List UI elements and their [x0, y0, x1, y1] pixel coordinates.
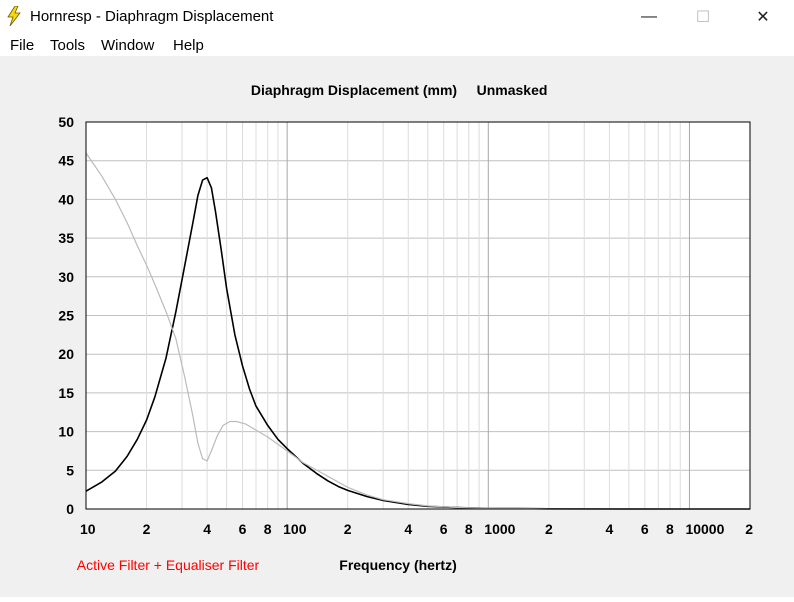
window-title: Hornresp - Diaphragm Displacement: [30, 8, 274, 25]
menu-file[interactable]: File: [10, 37, 35, 54]
plot-border: [85, 121, 751, 510]
x-tick-label: 8: [465, 521, 473, 537]
x-tick-label: 10: [80, 521, 96, 537]
x-tick-label: 4: [203, 521, 211, 537]
y-tick-label: 15: [58, 385, 74, 401]
x-tick-label: 8: [264, 521, 272, 537]
x-tick-label: 4: [606, 521, 614, 537]
y-tick-label: 30: [58, 269, 74, 285]
y-tick-label: 25: [58, 308, 74, 324]
x-tick-label: 6: [239, 521, 247, 537]
title-bar: Hornresp - Diaphragm Displacement — ☐ ✕: [0, 0, 794, 34]
y-tick-label: 50: [58, 114, 74, 130]
y-tick-label: 35: [58, 230, 74, 246]
grid-lines: [86, 122, 750, 509]
x-tick-label: 6: [440, 521, 448, 537]
y-tick-label: 10: [58, 424, 74, 440]
chart-mask-status: Unmasked: [477, 82, 548, 98]
y-tick-label: 40: [58, 191, 74, 207]
x-tick-label: 8: [666, 521, 674, 537]
x-tick-label: 2: [545, 521, 553, 537]
chart-title: Diaphragm Displacement (mm): [251, 82, 457, 98]
x-tick-label: 2: [344, 521, 352, 537]
series-line-secondary: [85, 152, 750, 510]
menu-bar: File Tools Window Help: [0, 34, 794, 56]
x-tick-label: 6: [641, 521, 649, 537]
x-tick-label: 2: [143, 521, 151, 537]
x-tick-label: 1000: [484, 521, 515, 537]
lightning-icon: [7, 6, 21, 26]
menu-help[interactable]: Help: [173, 37, 204, 54]
maximize-button[interactable]: ☐: [695, 9, 711, 26]
x-axis-label: Frequency (hertz): [339, 557, 456, 573]
x-tick-label: 4: [404, 521, 412, 537]
y-tick-label: 45: [58, 153, 74, 169]
menu-window[interactable]: Window: [101, 37, 155, 54]
filter-note: Active Filter + Equaliser Filter: [77, 557, 260, 573]
y-tick-label: 0: [66, 501, 74, 517]
x-tick-label: 10000: [685, 521, 724, 537]
x-tick-label: 100: [283, 521, 307, 537]
x-tick-labels: 10 2 4 6 8 100 2 4 6 8 1000 2 4 6 8 10000 2: [80, 521, 753, 537]
minimize-button[interactable]: —: [641, 8, 657, 25]
plot-window: Diaphragm Displacement (mm) Unmasked 0 5 1…: [0, 56, 794, 597]
menu-tools[interactable]: Tools: [50, 37, 86, 54]
y-tick-label: 20: [58, 346, 74, 362]
close-button[interactable]: ✕: [756, 9, 770, 26]
y-tick-labels: 0 5 10 15 20 25 30 35 40 45 50: [58, 114, 74, 517]
displacement-chart: Diaphragm Displacement (mm) Unmasked 0 5 1…: [58, 82, 753, 573]
series-group: [85, 152, 750, 510]
y-tick-label: 5: [66, 462, 74, 478]
x-tick-label: 2: [745, 521, 753, 537]
